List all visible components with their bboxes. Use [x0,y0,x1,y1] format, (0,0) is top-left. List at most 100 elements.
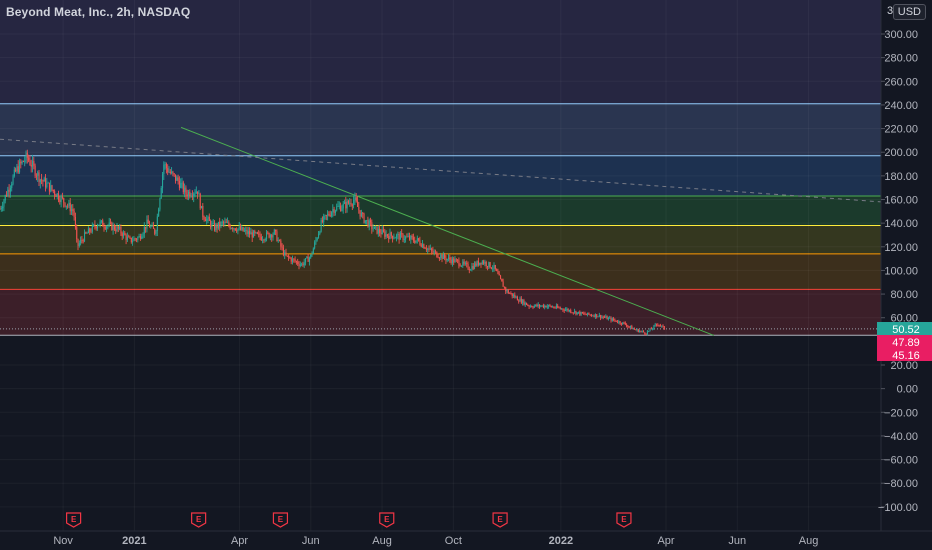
candle-body [537,304,539,307]
candle-body [254,231,256,233]
candle-body [264,238,266,241]
candle-body [308,257,310,262]
candle-body [243,230,245,232]
candle-body [485,262,487,267]
candle-body [389,232,391,239]
candle-body [562,308,564,310]
time-tick-label: Nov [53,535,73,547]
candle-body [436,251,438,258]
earnings-marker[interactable]: E [616,512,632,528]
candle-body [163,164,165,175]
candle-body [129,237,131,238]
candle-body [502,281,504,287]
candle-body [472,266,474,269]
price-label-text: 45.16 [892,350,920,362]
candle-body [347,200,349,204]
candle-body [59,199,61,203]
candle-body [597,316,599,318]
candle-body [578,311,580,313]
earnings-marker[interactable]: E [191,512,207,528]
candle-body [211,223,213,228]
candle-body [466,263,468,265]
earnings-marker-label: E [621,515,627,524]
candle-body [117,226,119,229]
time-tick-label: Jun [302,535,320,547]
candle-body [29,160,31,165]
candle-body [33,161,35,166]
price-tick-label: −40.00 [884,431,918,443]
candle-body [293,258,295,260]
candle-body [650,328,652,330]
candle-body [398,234,400,240]
fib-band [0,195,881,226]
earnings-marker[interactable]: E [492,512,508,528]
axis-top-clipped-label: 3 [887,5,894,17]
candle-body [371,222,373,229]
candle-body [126,236,128,240]
candle-body [363,213,365,223]
candle-body [451,258,453,264]
earnings-marker[interactable]: E [379,512,395,528]
candle-body [74,216,76,228]
candle-body [198,193,200,195]
candle-body [155,231,157,234]
candle-body [461,265,463,267]
price-label-text: 47.89 [892,337,920,349]
price-tick-label: 60.00 [890,313,918,325]
candle-body [90,231,92,233]
candle-body [197,191,199,195]
candle-body [94,224,96,227]
candle-body [416,238,418,241]
candle-body [302,263,304,266]
candle-body [292,258,294,262]
candle-body [275,229,277,232]
candle-body [6,195,8,197]
candle-body [605,316,607,318]
earnings-marker[interactable]: E [66,512,82,528]
candle-body [643,331,645,333]
candle-body [532,307,534,308]
candle-body [552,306,554,308]
candle-body [457,259,459,261]
candle-body [178,181,180,188]
candle-body [535,304,537,306]
time-tick-label: 2022 [549,535,573,547]
candle-body [539,304,541,307]
candle-body [640,331,642,332]
earnings-marker-shape [492,512,508,528]
candle-body [12,176,14,185]
candle-body [185,187,187,195]
candle-body [653,325,655,329]
candle-body [574,311,576,313]
candle-body [440,254,442,258]
candle-body [338,205,340,207]
candle-body [397,234,399,235]
candle-body [402,234,404,240]
currency-button[interactable]: USD [892,4,926,20]
candle-body [554,307,556,309]
earnings-marker[interactable]: E [272,512,289,528]
price-label-bg [877,348,932,361]
candle-body [648,330,650,332]
candle-body [142,233,144,237]
candle-body [297,261,299,264]
earnings-marker-label: E [196,515,202,524]
candle-body [467,263,469,270]
price-tick-label: −60.00 [884,455,918,467]
candle-body [76,227,78,239]
candle-body [182,182,184,193]
candle-body [600,314,602,319]
candle-body [435,251,437,253]
candle-body [418,238,420,241]
price-tick-label: 260.00 [884,76,918,88]
candle-body [11,184,13,189]
price-tick-label: 0.00 [897,384,918,396]
candle-body [52,189,54,192]
candle-body [575,311,577,315]
candle-body [379,228,381,233]
candle-body [657,324,659,326]
candle-body [393,237,395,239]
candle-body [207,217,209,219]
